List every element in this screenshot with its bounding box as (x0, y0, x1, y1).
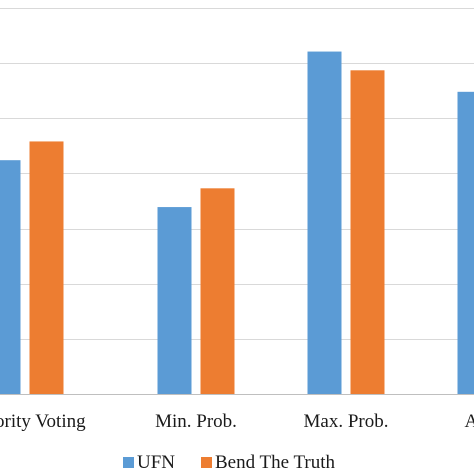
gridlines (0, 8, 474, 340)
legend-swatch-bend-the-truth (201, 457, 212, 468)
bar-bend-the-truth-1 (200, 188, 235, 394)
x-tick-label: Average (465, 411, 474, 432)
x-tick-label: Max. Prob. (304, 411, 389, 432)
bar-ufn-2 (307, 51, 342, 394)
x-tick-label: Majority Voting (0, 411, 86, 432)
bar-ufn-0 (0, 160, 21, 394)
bar-ufn-3 (457, 91, 474, 395)
legend: UFN Bend The Truth (123, 452, 336, 473)
bar-ufn-1 (157, 207, 192, 394)
legend-label-bend-the-truth: Bend The Truth (215, 452, 336, 473)
x-tick-labels: Majority Voting Min. Prob. Max. Prob. Avera… (0, 411, 474, 432)
legend-swatch-ufn (123, 457, 134, 468)
bars (0, 51, 474, 395)
bar-bend-the-truth-0 (29, 141, 64, 394)
x-tick-label: Min. Prob. (155, 411, 237, 432)
bar-bend-the-truth-2 (350, 70, 385, 394)
legend-label-ufn: UFN (137, 452, 175, 473)
